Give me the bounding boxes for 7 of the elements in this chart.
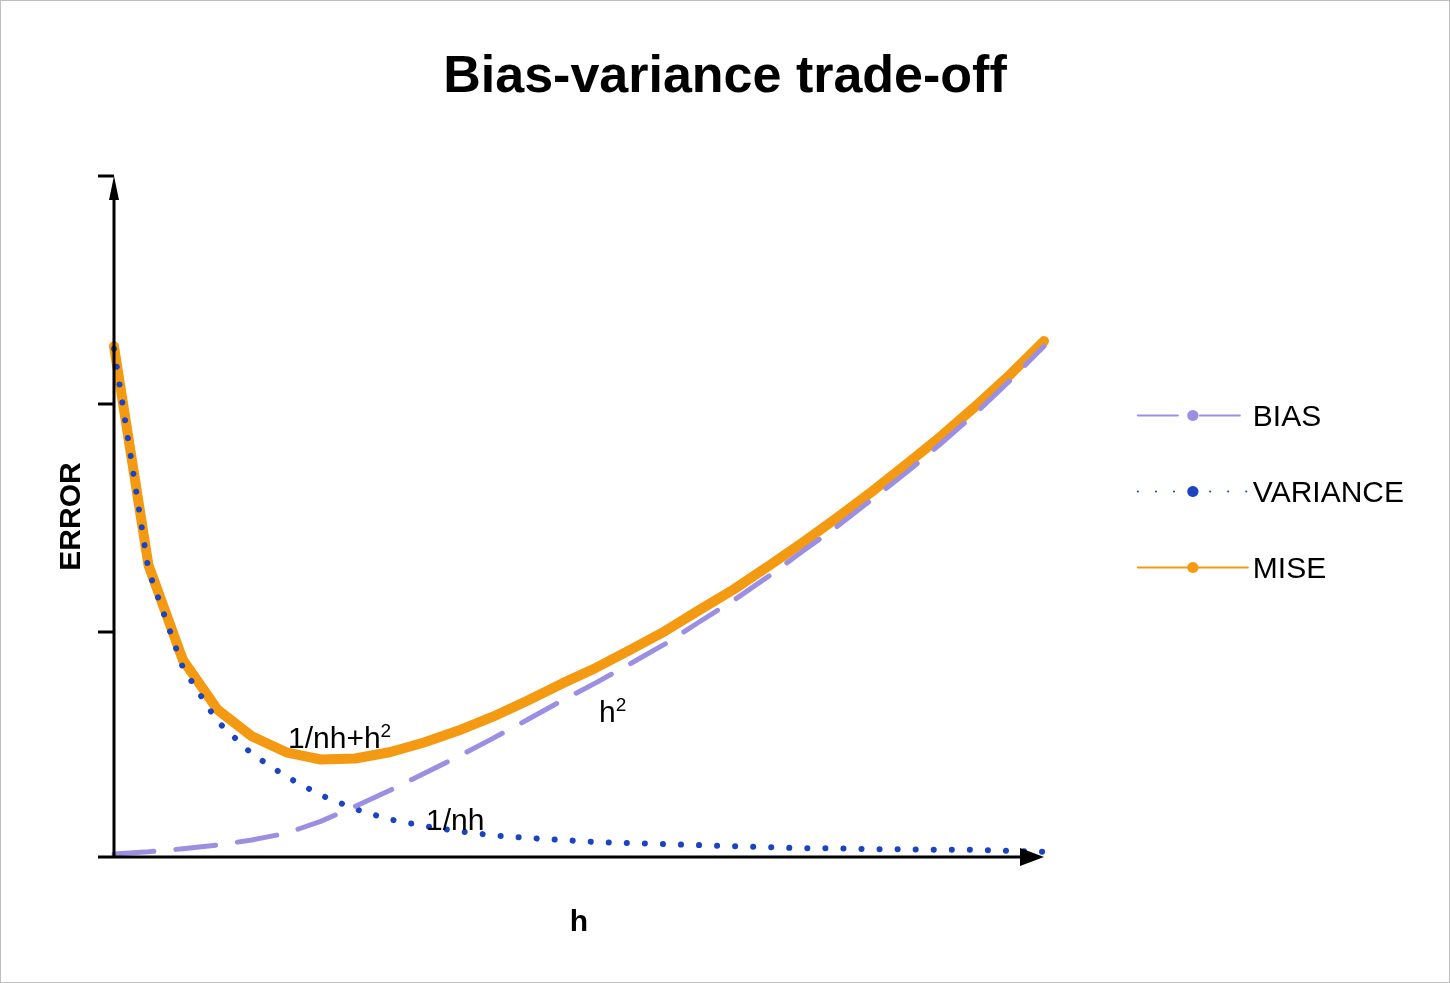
x-axis-title: h [569, 903, 589, 937]
y-axis-title: ERROR [52, 462, 86, 571]
chart-title: Bias-variance trade-off [443, 45, 1008, 103]
legend-label: VARIANCE [1252, 475, 1405, 508]
annotation: 1/nh [426, 802, 485, 836]
legend-label: MISE [1252, 551, 1327, 584]
legend-label: BIAS [1252, 399, 1322, 432]
